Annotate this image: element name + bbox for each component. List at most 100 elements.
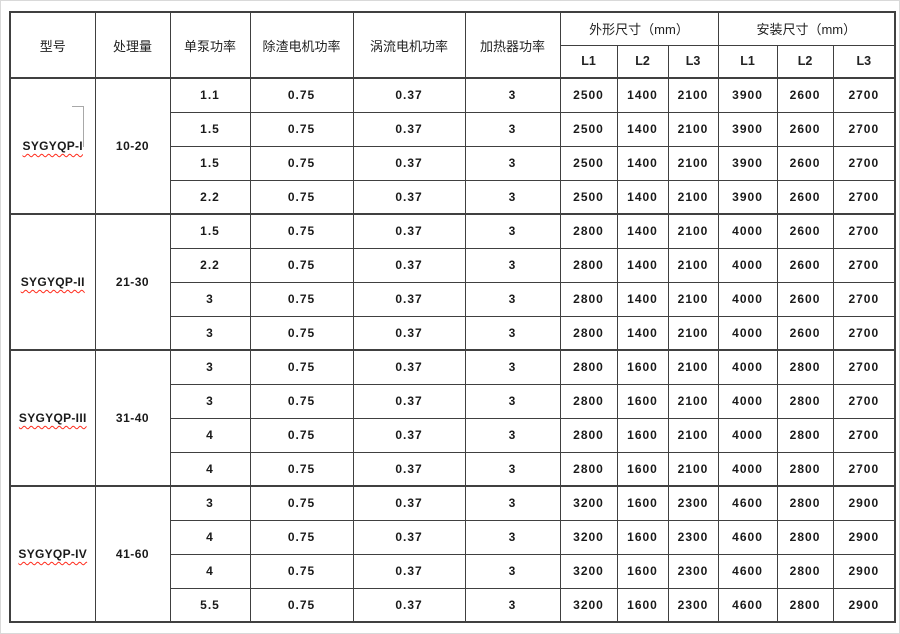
table-row: 1.5 0.75 0.37 3 2500 1400 2100 3900 2600…: [10, 145, 896, 181]
install-l1-cell: 4000: [717, 451, 778, 487]
pump-power-cell: 5.5: [169, 587, 251, 623]
install-l3-cell: 2700: [832, 349, 896, 385]
heater-power-cell: 3: [464, 383, 561, 419]
model-label: SYGYQP-II: [20, 275, 85, 289]
install-l1-cell: 3900: [717, 111, 778, 147]
install-l3-cell: 2700: [832, 417, 896, 453]
install-l3-cell: 2900: [832, 553, 896, 589]
install-l2-cell: 2600: [776, 281, 834, 317]
pump-power-cell: 3: [169, 349, 251, 385]
overall-l3-cell: 2300: [667, 519, 719, 555]
pump-power-cell: 1.5: [169, 111, 251, 147]
install-l3-cell: 2700: [832, 213, 896, 249]
overall-l3-cell: 2100: [667, 145, 719, 181]
col-group-overall-dims: 外形尺寸（mm）: [559, 11, 719, 46]
install-l2-cell: 2600: [776, 315, 834, 351]
heater-power-cell: 3: [464, 417, 561, 453]
eddy-power-cell: 0.37: [352, 417, 466, 453]
eddy-power-cell: 0.37: [352, 519, 466, 555]
overall-l3-cell: 2100: [667, 281, 719, 317]
eddy-power-cell: 0.37: [352, 77, 466, 113]
install-l2-cell: 2600: [776, 179, 834, 215]
install-l3-cell: 2900: [832, 587, 896, 623]
install-l1-cell: 4000: [717, 281, 778, 317]
col-header-install-l3: L3: [832, 44, 896, 79]
overall-l2-cell: 1400: [616, 247, 669, 283]
model-cell: SYGYQP-I: [9, 77, 96, 215]
col-header-overall-l2: L2: [616, 44, 669, 79]
header-row-1: 型号 处理量 单泵功率 除渣电机功率 涡流电机功率 加热器功率 外形尺寸（mm）…: [9, 11, 896, 79]
spec-table: 型号 处理量 单泵功率 除渣电机功率 涡流电机功率 加热器功率 外形尺寸（mm）…: [9, 11, 897, 623]
install-l2-cell: 2600: [776, 111, 834, 147]
overall-l1-cell: 3200: [559, 553, 618, 589]
install-l3-cell: 2700: [832, 111, 896, 147]
overall-l3-cell: 2100: [667, 247, 719, 283]
overall-l2-cell: 1400: [616, 315, 669, 351]
heater-power-cell: 3: [464, 281, 561, 317]
table-row: 3 0.75 0.37 3 2800 1600 2100 4000 2800 2…: [10, 383, 896, 419]
slag-power-cell: 0.75: [249, 213, 354, 249]
install-l1-cell: 4600: [717, 485, 778, 521]
slag-power-cell: 0.75: [249, 145, 354, 181]
eddy-power-cell: 0.37: [352, 281, 466, 317]
overall-l3-cell: 2100: [667, 315, 719, 351]
heater-power-cell: 3: [464, 451, 561, 487]
overall-l1-cell: 2500: [559, 77, 618, 113]
heater-power-cell: 3: [464, 145, 561, 181]
slag-power-cell: 0.75: [249, 553, 354, 589]
overall-l1-cell: 2500: [559, 111, 618, 147]
pump-power-cell: 1.1: [169, 77, 251, 113]
pump-power-cell: 1.5: [169, 213, 251, 249]
heater-power-cell: 3: [464, 77, 561, 113]
eddy-power-cell: 0.37: [352, 111, 466, 147]
overall-l2-cell: 1600: [616, 485, 669, 521]
install-l2-cell: 2600: [776, 77, 834, 113]
install-l2-cell: 2600: [776, 145, 834, 181]
install-l1-cell: 4000: [717, 383, 778, 419]
table-row: SYGYQP-IV 41-60 3 0.75 0.37 3 3200 1600 …: [9, 485, 896, 623]
overall-l1-cell: 2500: [559, 145, 618, 181]
capacity-cell: 31-40: [94, 349, 171, 487]
table-row: 3 0.75 0.37 3 2800 1400 2100 4000 2600 2…: [10, 315, 896, 351]
install-l2-cell: 2800: [776, 451, 834, 487]
heater-power-cell: 3: [464, 315, 561, 351]
pump-power-cell: 3: [169, 281, 251, 317]
install-l3-cell: 2700: [832, 315, 896, 351]
install-l3-cell: 2700: [832, 179, 896, 215]
pump-power-cell: 2.2: [169, 247, 251, 283]
install-l2-cell: 2600: [776, 213, 834, 249]
overall-l3-cell: 2100: [667, 451, 719, 487]
eddy-power-cell: 0.37: [352, 553, 466, 589]
slag-power-cell: 0.75: [249, 485, 354, 521]
install-l1-cell: 4000: [717, 315, 778, 351]
overall-l3-cell: 2100: [667, 179, 719, 215]
model-label: SYGYQP-I: [22, 139, 83, 153]
table-row: 5.5 0.75 0.37 3 3200 1600 2300 4600 2800…: [10, 587, 896, 623]
overall-l2-cell: 1600: [616, 451, 669, 487]
slag-power-cell: 0.75: [249, 587, 354, 623]
overall-l2-cell: 1600: [616, 553, 669, 589]
install-l2-cell: 2800: [776, 417, 834, 453]
pump-power-cell: 4: [169, 417, 251, 453]
install-l3-cell: 2700: [832, 383, 896, 419]
overall-l2-cell: 1600: [616, 587, 669, 623]
install-l3-cell: 2700: [832, 247, 896, 283]
pump-power-cell: 3: [169, 383, 251, 419]
install-l1-cell: 4600: [717, 519, 778, 555]
install-l1-cell: 4000: [717, 213, 778, 249]
eddy-power-cell: 0.37: [352, 451, 466, 487]
overall-l1-cell: 3200: [559, 587, 618, 623]
model-label: SYGYQP-IV: [18, 547, 88, 561]
install-l1-cell: 3900: [717, 77, 778, 113]
heater-power-cell: 3: [464, 213, 561, 249]
heater-power-cell: 3: [464, 247, 561, 283]
slag-power-cell: 0.75: [249, 281, 354, 317]
slag-power-cell: 0.75: [249, 451, 354, 487]
eddy-power-cell: 0.37: [352, 485, 466, 521]
install-l1-cell: 3900: [717, 179, 778, 215]
overall-l2-cell: 1400: [616, 145, 669, 181]
overall-l2-cell: 1600: [616, 349, 669, 385]
eddy-power-cell: 0.37: [352, 179, 466, 215]
install-l3-cell: 2900: [832, 485, 896, 521]
slag-power-cell: 0.75: [249, 417, 354, 453]
